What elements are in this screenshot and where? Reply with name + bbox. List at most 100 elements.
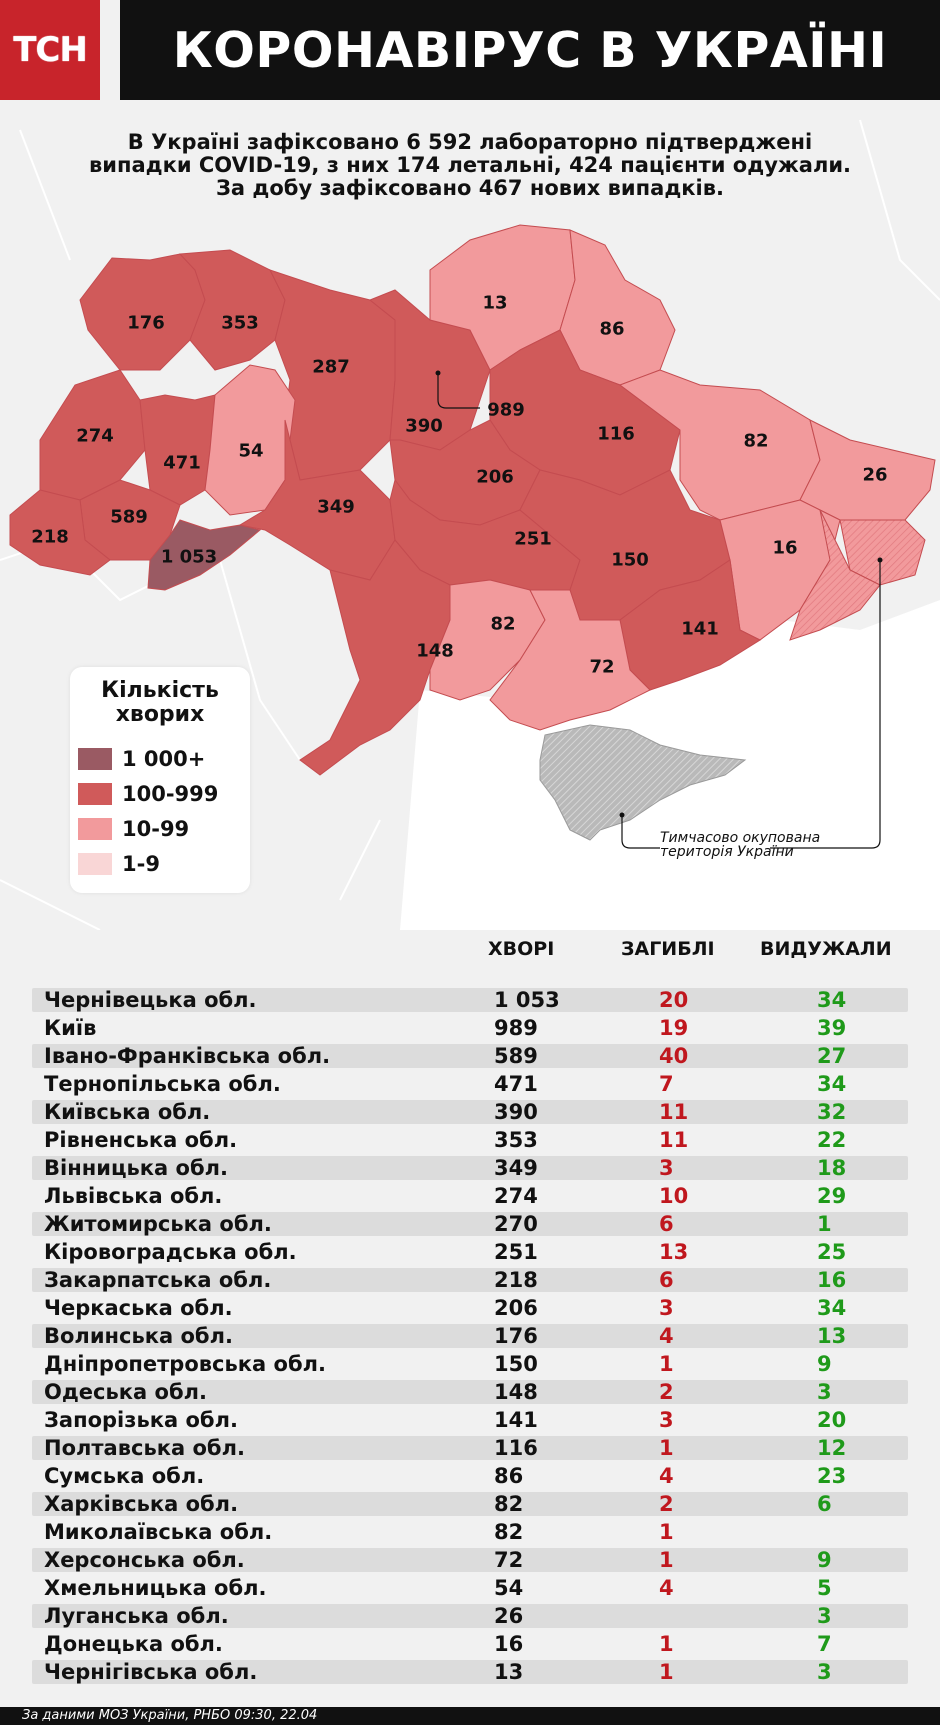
- death-count-cell: 40: [659, 1044, 689, 1068]
- region-mykolaiv: [429, 579, 546, 701]
- table-row: Кіровоградська обл. 251 13 25: [32, 1240, 908, 1264]
- death-count-cell: 11: [659, 1100, 689, 1124]
- recovered-count-cell: 34: [817, 1296, 847, 1320]
- region-name-cell: Київ: [44, 1016, 97, 1040]
- region-name-cell: Чернівецька обл.: [44, 988, 257, 1012]
- sick-count-cell: 349: [494, 1156, 538, 1180]
- sick-count-cell: 471: [494, 1072, 538, 1096]
- occupied-note-line-2: територія України: [660, 844, 794, 860]
- region-value-label: 589: [110, 506, 148, 528]
- region-name-cell: Рівненська обл.: [44, 1128, 238, 1152]
- death-count-cell: 19: [659, 1016, 689, 1040]
- table-row: Житомирська обл. 270 6 1: [32, 1212, 908, 1236]
- sick-count-cell: 116: [494, 1436, 538, 1460]
- death-count-cell: 13: [659, 1240, 689, 1264]
- region-name-cell: Одеська обл.: [44, 1380, 207, 1404]
- death-count-cell: 4: [659, 1576, 674, 1600]
- sick-count-cell: 1 053: [494, 988, 560, 1012]
- legend-item-100-999: 100-999: [78, 781, 218, 807]
- death-count-cell: 10: [659, 1184, 689, 1208]
- death-count-cell: 6: [659, 1212, 674, 1236]
- donbas-leader-line: [770, 560, 881, 849]
- death-count-cell: 6: [659, 1268, 674, 1292]
- recovered-count-cell: 5: [817, 1576, 832, 1600]
- sick-count-cell: 390: [494, 1100, 538, 1124]
- donbas-marker: [877, 557, 883, 563]
- region-value-label: 390: [405, 415, 443, 437]
- region-name-cell: Закарпатська обл.: [44, 1268, 272, 1292]
- death-count-cell: 3: [659, 1156, 674, 1180]
- legend-swatch: [78, 818, 112, 840]
- region-rivne: [178, 249, 286, 371]
- region-name-cell: Харківська обл.: [44, 1492, 239, 1516]
- legend: Кількість хворих 1 000+ 100-999 10-99 1-…: [70, 667, 250, 893]
- header: ТСН КОРОНАВІРУС В УКРАЇНІ: [0, 0, 940, 100]
- death-count-cell: 2: [659, 1492, 674, 1516]
- region-value-label: 206: [476, 466, 514, 488]
- death-count-cell: 1: [659, 1520, 674, 1544]
- region-value-label: 471: [163, 452, 201, 474]
- recovered-count-cell: 25: [817, 1240, 847, 1264]
- legend-swatch: [78, 853, 112, 875]
- ukraine-map: 176 353 287 13 86 989 390 116 82 26 274 471 54 349 206…: [0, 100, 940, 930]
- crimea-marker: [619, 812, 625, 818]
- region-value-label: 218: [31, 526, 69, 548]
- legend-label: 100-999: [122, 782, 219, 806]
- table-row: Волинська обл. 176 4 13: [32, 1324, 908, 1348]
- legend-label: 1-9: [122, 852, 160, 876]
- death-count-cell: 1: [659, 1660, 674, 1684]
- regions: [9, 224, 936, 776]
- column-header-dead: ЗАГИБЛІ: [621, 938, 715, 960]
- table-row: Херсонська обл. 72 1 9: [32, 1548, 908, 1572]
- legend-title: Кількість хворих: [70, 679, 250, 727]
- region-ternopil: [139, 394, 216, 506]
- recovered-count-cell: 3: [817, 1380, 832, 1404]
- region-name-cell: Кіровоградська обл.: [44, 1240, 297, 1264]
- region-name-cell: Луганська обл.: [44, 1604, 229, 1628]
- legend-swatch: [78, 783, 112, 805]
- recovered-count-cell: 20: [817, 1408, 847, 1432]
- region-name-cell: Миколаївська обл.: [44, 1520, 273, 1544]
- table-row: Київ 989 19 39: [32, 1016, 908, 1040]
- legend-label: 10-99: [122, 817, 190, 841]
- sick-count-cell: 141: [494, 1408, 538, 1432]
- region-value-label: 176: [127, 312, 165, 334]
- death-count-cell: 11: [659, 1128, 689, 1152]
- sick-count-cell: 989: [494, 1016, 538, 1040]
- recovered-count-cell: 9: [817, 1352, 832, 1376]
- legend-swatch: [78, 748, 112, 770]
- sick-count-cell: 251: [494, 1240, 538, 1264]
- region-value-label: 349: [317, 496, 355, 518]
- sick-count-cell: 218: [494, 1268, 538, 1292]
- table-row: Київська обл. 390 11 32: [32, 1100, 908, 1124]
- sick-count-cell: 82: [494, 1520, 524, 1544]
- sick-count-cell: 274: [494, 1184, 538, 1208]
- column-header-recovered: ВИДУЖАЛИ: [760, 938, 892, 960]
- sick-count-cell: 353: [494, 1128, 538, 1152]
- recovered-count-cell: 39: [817, 1016, 847, 1040]
- region-value-label: 86: [599, 318, 625, 340]
- recovered-count-cell: 18: [817, 1156, 847, 1180]
- kyiv-marker: [435, 370, 441, 376]
- legend-title-line-1: Кількість: [101, 678, 219, 703]
- recovered-count-cell: 32: [817, 1100, 847, 1124]
- legend-label: 1 000+: [122, 747, 206, 771]
- death-count-cell: 4: [659, 1464, 674, 1488]
- sick-count-cell: 16: [494, 1632, 524, 1656]
- region-name-cell: Тернопільська обл.: [44, 1072, 281, 1096]
- death-count-cell: 20: [659, 988, 689, 1012]
- region-sumy: [559, 229, 676, 386]
- recovered-count-cell: 29: [817, 1184, 847, 1208]
- table-row: Дніпропетровська обл. 150 1 9: [32, 1352, 908, 1376]
- region-value-label: 251: [514, 528, 552, 550]
- recovered-count-cell: 6: [817, 1492, 832, 1516]
- death-count-cell: 3: [659, 1296, 674, 1320]
- death-count-cell: 2: [659, 1380, 674, 1404]
- table-row: Полтавська обл. 116 1 12: [32, 1436, 908, 1460]
- region-value-label: 150: [611, 549, 649, 571]
- recovered-count-cell: 1: [817, 1212, 832, 1236]
- region-name-cell: Запорізька обл.: [44, 1408, 238, 1432]
- sick-count-cell: 148: [494, 1380, 538, 1404]
- region-name-cell: Сумська обл.: [44, 1464, 205, 1488]
- tsn-logo: ТСН: [0, 0, 100, 100]
